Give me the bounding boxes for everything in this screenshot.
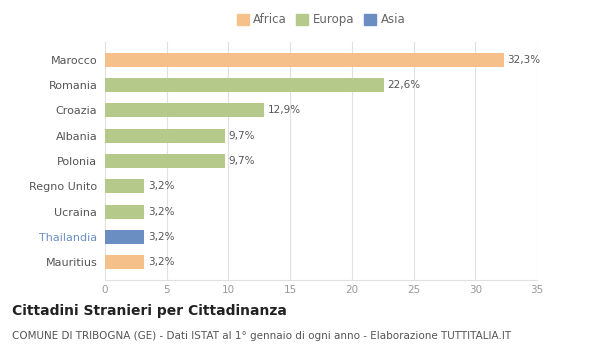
Bar — [105, 129, 225, 143]
Text: 9,7%: 9,7% — [229, 131, 255, 141]
Text: 32,3%: 32,3% — [508, 55, 541, 65]
Bar — [105, 53, 503, 67]
Bar — [105, 205, 145, 218]
Bar — [105, 179, 145, 193]
Text: Cittadini Stranieri per Cittadinanza: Cittadini Stranieri per Cittadinanza — [12, 304, 287, 318]
Text: 9,7%: 9,7% — [229, 156, 255, 166]
Bar — [105, 78, 384, 92]
Text: 3,2%: 3,2% — [148, 181, 175, 191]
Legend: Africa, Europa, Asia: Africa, Europa, Asia — [233, 10, 409, 30]
Bar — [105, 230, 145, 244]
Text: 3,2%: 3,2% — [148, 206, 175, 217]
Text: 12,9%: 12,9% — [268, 105, 301, 116]
Text: 3,2%: 3,2% — [148, 257, 175, 267]
Text: 22,6%: 22,6% — [388, 80, 421, 90]
Text: COMUNE DI TRIBOGNA (GE) - Dati ISTAT al 1° gennaio di ogni anno - Elaborazione T: COMUNE DI TRIBOGNA (GE) - Dati ISTAT al … — [12, 331, 511, 341]
Bar — [105, 154, 225, 168]
Bar — [105, 255, 145, 269]
Bar — [105, 104, 264, 117]
Text: 3,2%: 3,2% — [148, 232, 175, 242]
